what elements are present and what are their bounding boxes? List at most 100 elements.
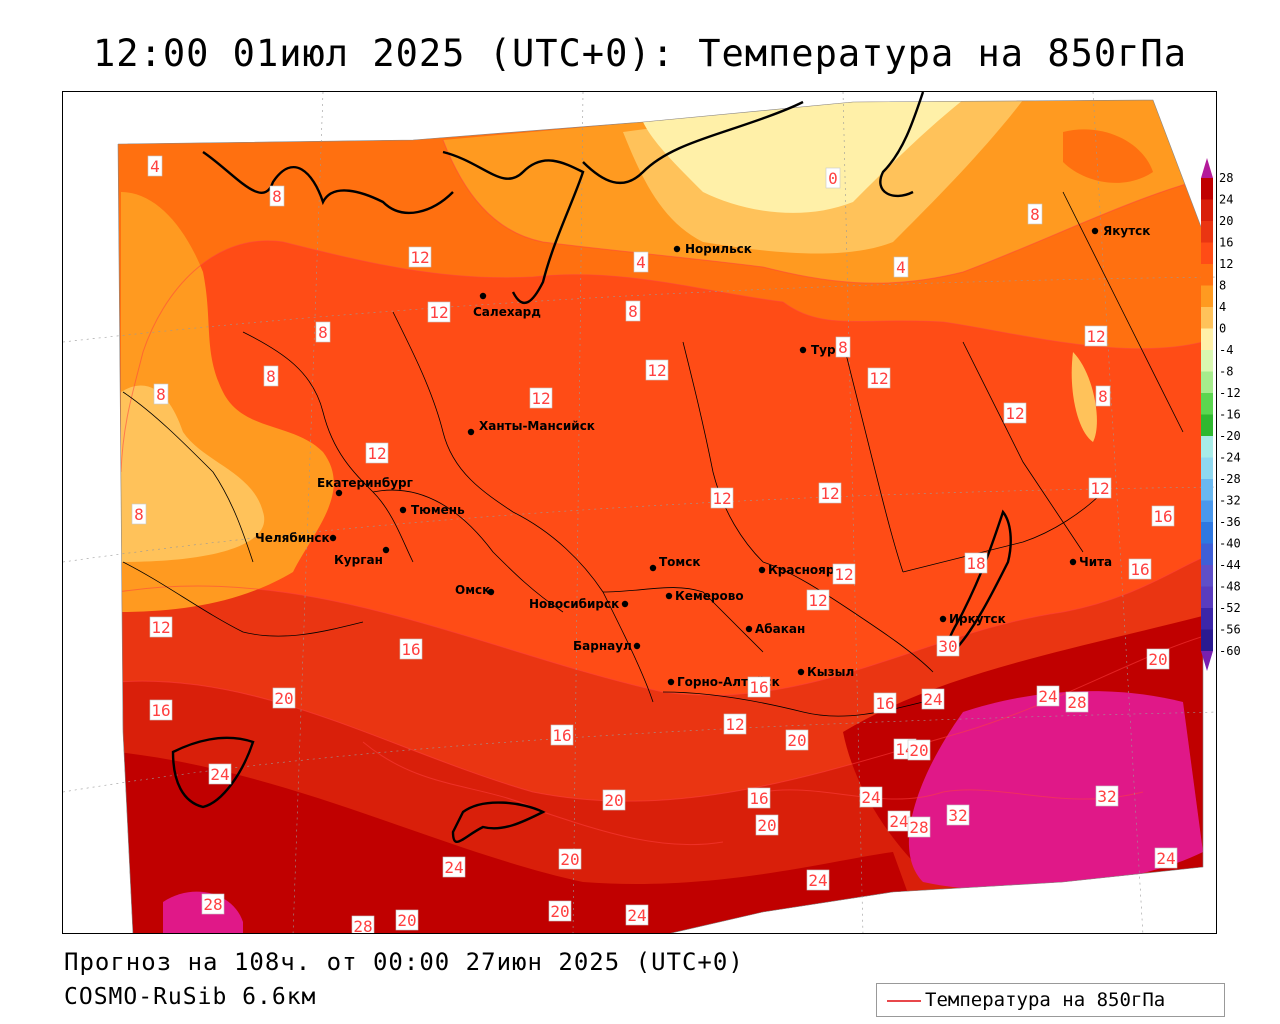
city-dot-icon <box>1069 558 1077 566</box>
colorbar-tick-labels: 28 24 20 16 12 8 4 0 -4 -8 -12 -16 -20 -24 -28 -32 -36 -4… <box>1219 171 1241 658</box>
svg-text:16: 16 <box>749 789 768 808</box>
svg-text:4: 4 <box>896 258 906 277</box>
svg-text:16: 16 <box>1153 507 1172 526</box>
isotherm-label: 12 <box>149 616 173 638</box>
isotherm-label: 18 <box>964 552 988 574</box>
svg-text:16: 16 <box>749 678 768 697</box>
isotherm-label: 24 <box>1036 685 1060 707</box>
map-frame[interactable]: Норильск Якутск Салехард Тура Ханты-Мансийск… <box>62 91 1217 934</box>
isotherm-label: 16 <box>1128 558 1152 580</box>
isotherm-label: 20 <box>907 739 931 761</box>
svg-text:24: 24 <box>1038 687 1057 706</box>
colorbar-swatch <box>1201 221 1213 243</box>
city-dot-icon <box>479 292 487 300</box>
city-dot-icon <box>467 428 475 436</box>
svg-text:12: 12 <box>151 618 170 637</box>
colorbar-tick-label: -56 <box>1219 623 1241 637</box>
city-label: Салехард <box>473 305 541 319</box>
colorbar-tick-label: -20 <box>1219 429 1241 443</box>
svg-text:28: 28 <box>1067 693 1086 712</box>
colorbar-top-arrow <box>1201 158 1213 178</box>
isotherm-label: 24 <box>921 688 945 710</box>
city-dot-icon <box>939 615 947 623</box>
isotherm-label: 12 <box>645 359 669 381</box>
colorbar-swatch <box>1201 457 1213 479</box>
isotherm-label: 20 <box>272 687 296 709</box>
isotherm-label: 8 <box>269 185 285 207</box>
svg-text:12: 12 <box>1090 479 1109 498</box>
colorbar-tick-label: -24 <box>1219 451 1241 465</box>
svg-text:28: 28 <box>909 818 928 837</box>
isotherm-label: 20 <box>1146 648 1170 670</box>
isotherm-label: 32 <box>1095 785 1119 807</box>
city-dot-icon <box>745 625 753 633</box>
colorbar-swatch <box>1201 242 1213 264</box>
isotherm-label: 24 <box>887 810 911 832</box>
svg-text:12: 12 <box>725 715 744 734</box>
map-title: 12:00 01июл 2025 (UTC+0): Температура на… <box>93 32 1187 75</box>
colorbar-tick-label: -4 <box>1219 343 1233 357</box>
isotherm-label: 8 <box>153 383 169 405</box>
colorbar-swatch <box>1201 565 1213 587</box>
isotherm-label: 28 <box>907 816 931 838</box>
svg-text:24: 24 <box>808 871 827 890</box>
svg-text:8: 8 <box>1030 205 1040 224</box>
svg-text:16: 16 <box>401 640 420 659</box>
city-dot-icon <box>667 678 675 686</box>
isotherm-label: 20 <box>548 900 572 922</box>
isotherm-label: 12 <box>1088 477 1112 499</box>
city-dot-icon <box>335 489 343 497</box>
city-label: Тура <box>811 343 844 357</box>
city-dot-icon <box>649 564 657 572</box>
temperature-map[interactable]: Норильск Якутск Салехард Тура Ханты-Мансийск… <box>63 92 1217 934</box>
svg-text:28: 28 <box>203 895 222 914</box>
city-dot-icon <box>399 506 407 514</box>
svg-text:20: 20 <box>397 911 416 930</box>
isotherm-label: 16 <box>747 676 771 698</box>
svg-text:20: 20 <box>560 850 579 869</box>
svg-text:12: 12 <box>820 484 839 503</box>
isotherm-label: 12 <box>365 442 389 464</box>
city-label: Омск <box>455 583 490 597</box>
isotherm-label: 20 <box>755 814 779 836</box>
isotherm-label: 28 <box>351 915 375 933</box>
svg-text:12: 12 <box>367 444 386 463</box>
svg-text:8: 8 <box>156 385 166 404</box>
svg-text:20: 20 <box>757 816 776 835</box>
colorbar-tick-label: -12 <box>1219 386 1241 400</box>
isotherm-label: 12 <box>832 563 856 585</box>
svg-text:4: 4 <box>636 253 646 272</box>
svg-text:12: 12 <box>712 489 731 508</box>
colorbar-swatch <box>1201 328 1213 350</box>
isotherm-label: 24 <box>442 856 466 878</box>
colorbar-swatch <box>1201 350 1213 372</box>
colorbar-swatch <box>1201 307 1213 329</box>
svg-text:12: 12 <box>869 369 888 388</box>
colorbar-tick-label: 24 <box>1219 193 1233 207</box>
isotherm-label: 12 <box>723 713 747 735</box>
svg-text:24: 24 <box>889 812 908 831</box>
city-markers: Норильск Якутск Салехард Тура Ханты-Мансийск… <box>255 224 1150 689</box>
city-label: Томск <box>659 555 701 569</box>
svg-text:20: 20 <box>550 902 569 921</box>
legend: Температура на 850гПа <box>876 983 1225 1017</box>
colorbar-tick-label: -60 <box>1219 644 1241 658</box>
city-label: Ханты-Мансийск <box>479 419 595 433</box>
band-0-4-vilyuy <box>1071 352 1097 442</box>
city-label: Иркутск <box>949 612 1006 626</box>
svg-text:12: 12 <box>410 248 429 267</box>
isotherm-label: 8 <box>625 300 641 322</box>
svg-text:12: 12 <box>531 389 550 408</box>
isotherm-label: 4 <box>893 256 909 278</box>
svg-text:24: 24 <box>923 690 942 709</box>
city-dot-icon <box>1091 227 1099 235</box>
svg-text:24: 24 <box>627 906 646 925</box>
isotherm-label: 12 <box>1003 402 1027 424</box>
band-8-12-yakutia <box>1063 129 1153 183</box>
colorbar: 28 24 20 16 12 8 4 0 -4 -8 -12 -16 -20 -24 -28 -32 -36 -4… <box>1201 158 1241 671</box>
legend-label: Температура на 850гПа <box>925 989 1166 1011</box>
city-label: Барнаул <box>573 639 632 653</box>
svg-text:16: 16 <box>1130 560 1149 579</box>
isotherm-label: 12 <box>529 387 553 409</box>
isotherm-label: 8 <box>835 336 851 358</box>
